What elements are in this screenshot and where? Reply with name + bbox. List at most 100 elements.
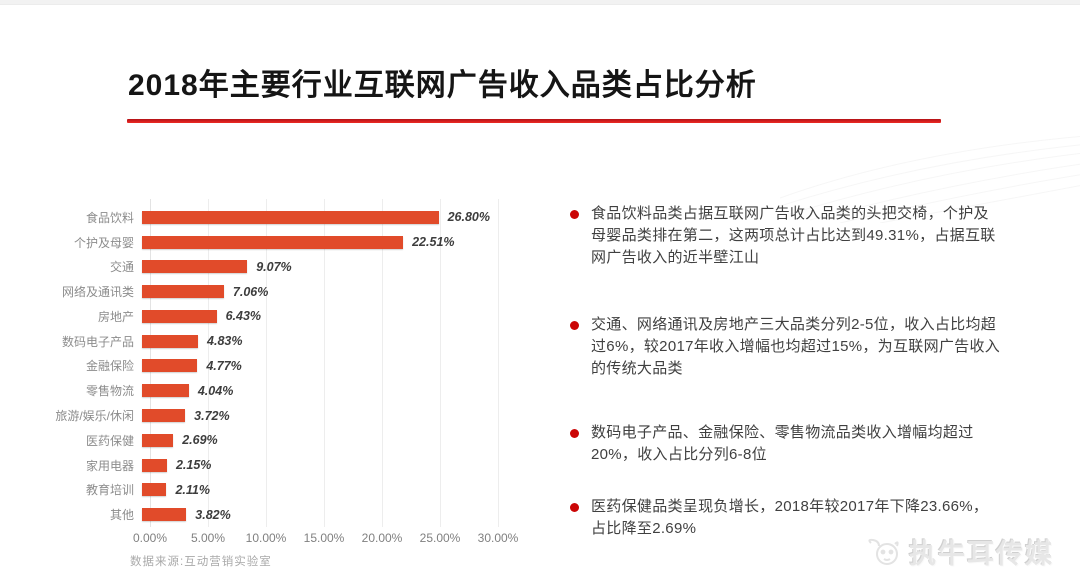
- value-label: 3.82%: [195, 507, 231, 522]
- gridline: [382, 199, 383, 527]
- bar: [142, 359, 198, 373]
- insight-text: 交通、网络通讯及房地产三大品类分列2-5位，收入占比均超过6%，较2017年收入…: [591, 316, 1001, 377]
- plot-area: 6.43%: [142, 309, 490, 323]
- category-label: 食品饮料: [85, 210, 134, 225]
- value-label: 2.15%: [175, 458, 212, 473]
- bar: [142, 384, 189, 398]
- plot-area: 2.11%: [142, 483, 490, 497]
- insight-item: 交通、网络通讯及房地产三大品类分列2-5位，收入占比均超过6%，较2017年收入…: [570, 314, 1002, 380]
- plot-area: 4.83%: [142, 334, 490, 348]
- bullet-icon: [570, 429, 579, 438]
- top-strip: [0, 0, 1080, 5]
- plot-area: 2.69%: [142, 433, 490, 447]
- bar: [142, 309, 217, 323]
- bar: [142, 285, 224, 299]
- value-label: 22.51%: [412, 235, 455, 250]
- x-axis-tick: 25.00%: [419, 531, 461, 545]
- plot-area: 7.06%: [142, 285, 490, 299]
- bar: [142, 235, 404, 249]
- gridline: [324, 199, 325, 527]
- source-note: 数据来源:互动营销实验室: [130, 556, 272, 568]
- value-label: 4.04%: [197, 383, 234, 398]
- plot-area: 9.07%: [142, 260, 490, 274]
- insight-list: 食品饮料品类占据互联网广告收入品类的头把交椅，个护及母婴品类排在第二，这两项总计…: [570, 203, 1002, 540]
- chart-row: 金融保险 4.77%: [30, 354, 530, 379]
- value-label: 9.07%: [256, 259, 292, 274]
- x-axis-tick: 30.00%: [477, 531, 519, 545]
- insight-item: 医药保健品类呈现负增长，2018年较2017年下降23.66%，占比降至2.69…: [570, 496, 1002, 540]
- category-label: 交通: [109, 260, 134, 275]
- bar: [142, 334, 199, 348]
- watermark-logo-icon: [868, 538, 899, 565]
- value-label: 6.43%: [225, 309, 262, 324]
- chart-rows: 食品饮料 26.80% 个护及母婴 22.51% 交通 9.07% 网络及通讯类 7.06% 房…: [30, 205, 530, 527]
- gridline: [266, 199, 267, 527]
- bullet-icon: [570, 503, 579, 512]
- bar: [142, 508, 187, 522]
- chart-row: 家用电器 2.15%: [30, 453, 530, 478]
- chart-row: 教育培训 2.11%: [30, 477, 530, 502]
- category-label: 教育培训: [85, 483, 134, 498]
- category-label: 零售物流: [85, 384, 134, 399]
- bar: [142, 458, 167, 472]
- category-label: 金融保险: [85, 359, 134, 374]
- title-underline: [127, 119, 941, 123]
- chart-row: 医药保健 2.69%: [30, 428, 530, 453]
- value-label: 26.80%: [447, 210, 490, 225]
- plot-area: 2.15%: [142, 458, 490, 472]
- category-label: 其他: [109, 508, 134, 523]
- plot-area: 4.04%: [142, 384, 490, 398]
- chart-row: 网络及通讯类 7.06%: [30, 279, 530, 304]
- bar: [142, 260, 248, 274]
- insight-item: 食品饮料品类占据互联网广告收入品类的头把交椅，个护及母婴品类排在第二，这两项总计…: [570, 203, 1002, 269]
- value-label: 7.06%: [232, 284, 269, 299]
- plot-area: 4.77%: [142, 359, 490, 373]
- category-label: 个护及母婴: [73, 235, 134, 250]
- value-label: 2.69%: [182, 433, 218, 448]
- plot-area: 22.51%: [142, 235, 490, 249]
- value-label: 4.77%: [206, 358, 242, 373]
- bar-chart: 食品饮料 26.80% 个护及母婴 22.51% 交通 9.07% 网络及通讯类 7.06% 房…: [30, 199, 530, 569]
- gridline: [208, 199, 209, 527]
- chart-row: 数码电子产品 4.83%: [30, 329, 530, 354]
- x-axis-tick: 0.00%: [132, 531, 168, 545]
- bar: [142, 483, 167, 497]
- category-label: 医药保健: [85, 433, 134, 448]
- plot-area: 3.82%: [142, 508, 490, 522]
- bullet-icon: [570, 210, 579, 219]
- page-title: 2018年主要行业互联网广告收入品类占比分析: [128, 69, 757, 102]
- watermark: 执牛耳传媒: [865, 532, 1054, 571]
- value-label: 3.72%: [194, 408, 230, 423]
- category-label: 房地产: [97, 309, 134, 324]
- bar: [142, 210, 439, 224]
- chart-row: 零售物流 4.04%: [30, 378, 530, 403]
- x-axis: 0.00% 5.00% 10.00% 15.00% 20.00% 25.00% 30.00%: [133, 531, 518, 547]
- x-axis-tick: 10.00%: [245, 531, 287, 545]
- gridline: [440, 199, 441, 527]
- bar: [142, 409, 186, 422]
- category-label: 网络及通讯类: [61, 285, 134, 300]
- chart-row: 其他 3.82%: [30, 502, 530, 527]
- insight-item: 数码电子产品、金融保险、零售物流品类收入增幅均超过20%，收入占比分列6-8位: [570, 422, 1002, 466]
- value-label: 2.11%: [175, 482, 210, 497]
- category-label: 数码电子产品: [61, 334, 134, 349]
- value-label: 4.83%: [207, 334, 243, 349]
- insight-text: 医药保健品类呈现负增长，2018年较2017年下降23.66%，占比降至2.69…: [591, 498, 989, 537]
- plot-area: 26.80%: [142, 210, 490, 224]
- chart-row: 个护及母婴 22.51%: [30, 230, 530, 255]
- x-axis-tick: 5.00%: [190, 531, 226, 545]
- watermark-text: 执牛耳传媒: [909, 539, 1054, 569]
- x-axis-tick: 15.00%: [303, 531, 345, 545]
- gridline: [498, 199, 499, 527]
- insight-text: 数码电子产品、金融保险、零售物流品类收入增幅均超过20%，收入占比分列6-8位: [591, 424, 974, 463]
- chart-row: 食品饮料 26.80%: [30, 205, 530, 230]
- chart-row: 交通 9.07%: [30, 255, 530, 280]
- chart-row: 房地产 6.43%: [30, 304, 530, 329]
- category-label: 家用电器: [85, 458, 134, 473]
- category-label: 旅游/娱乐/休闲: [55, 409, 134, 423]
- bullet-icon: [570, 321, 579, 330]
- chart-body: 食品饮料 26.80% 个护及母婴 22.51% 交通 9.07% 网络及通讯类 7.06% 房…: [30, 199, 530, 527]
- insight-text: 食品饮料品类占据互联网广告收入品类的头把交椅，个护及母婴品类排在第二，这两项总计…: [591, 205, 996, 266]
- bar: [142, 433, 174, 447]
